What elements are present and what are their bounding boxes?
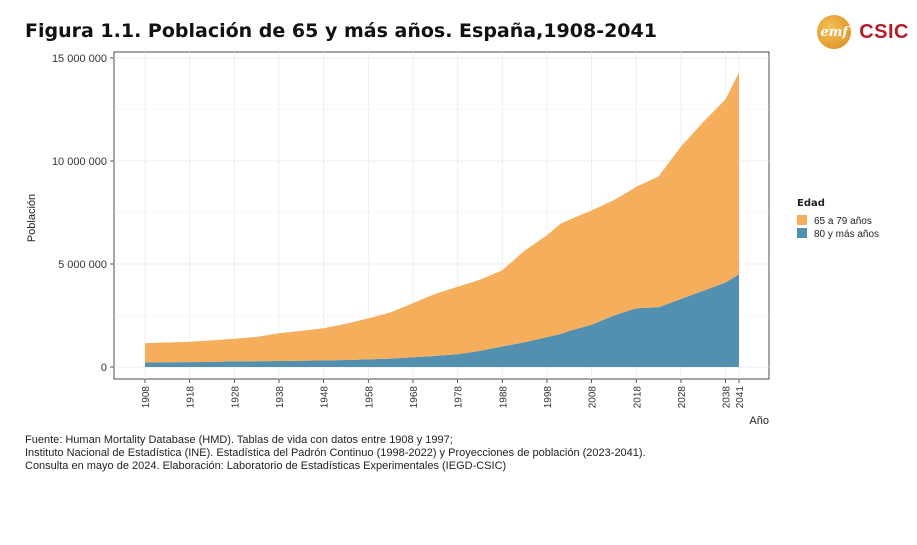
x-tick-label: 1958 [364,386,375,409]
x-tick-label: 1908 [141,386,152,409]
y-axis: 0 5 000 000 10 000 000 15 000 000 [52,53,114,374]
legend-swatch [797,215,807,225]
area-series-65-a-79-años [145,72,739,363]
legend-title: Edad [797,198,825,209]
x-tick-label: 1988 [498,386,509,409]
x-tick-label: 1948 [320,386,331,409]
x-axis: 1908 1918 1928 1938 1948 1958 1968 1978 1988 1998… [141,379,746,408]
x-tick-label: 1918 [186,386,197,409]
x-tick-label: 2028 [677,386,688,409]
x-tick-label: 1928 [230,386,241,409]
x-axis-label: Año [749,415,769,427]
csic-logo: CSIC [859,20,909,43]
x-tick-label: 2008 [588,386,599,409]
y-axis-label: Población [26,194,38,242]
source-line: Instituto Nacional de Estadística (INE).… [25,447,646,459]
y-tick-label: 10 000 000 [52,156,107,168]
area-series-80-y-más-años [145,274,739,367]
x-tick-label: 2018 [632,386,643,409]
legend: Edad 65 a 79 años 80 y más años [797,198,879,240]
source-line: Fuente: Human Mortality Database (HMD). … [25,434,453,446]
x-tick-label: 1998 [543,386,554,409]
legend-label: 65 a 79 años [814,216,872,227]
x-tick-label: 2041 [735,386,746,409]
x-tick-label: 1978 [454,386,465,409]
y-tick-label: 0 [101,362,107,374]
area-series [145,72,739,367]
legend-swatch [797,228,807,238]
source-line: Consulta en mayo de 2024. Elaboración: L… [25,460,507,472]
legend-label: 80 y más años [814,229,879,240]
source-notes: Fuente: Human Mortality Database (HMD). … [25,434,646,473]
x-tick-label: 1938 [275,386,286,409]
logos: emf CSIC [817,14,909,50]
chart-title: Figura 1.1. Población de 65 y más años. … [25,20,657,42]
y-tick-label: 15 000 000 [52,53,107,65]
y-tick-label: 5 000 000 [58,259,107,271]
emf-logo: emf [817,15,852,49]
x-tick-label: 2038 [722,386,733,409]
x-tick-label: 1968 [409,386,420,409]
